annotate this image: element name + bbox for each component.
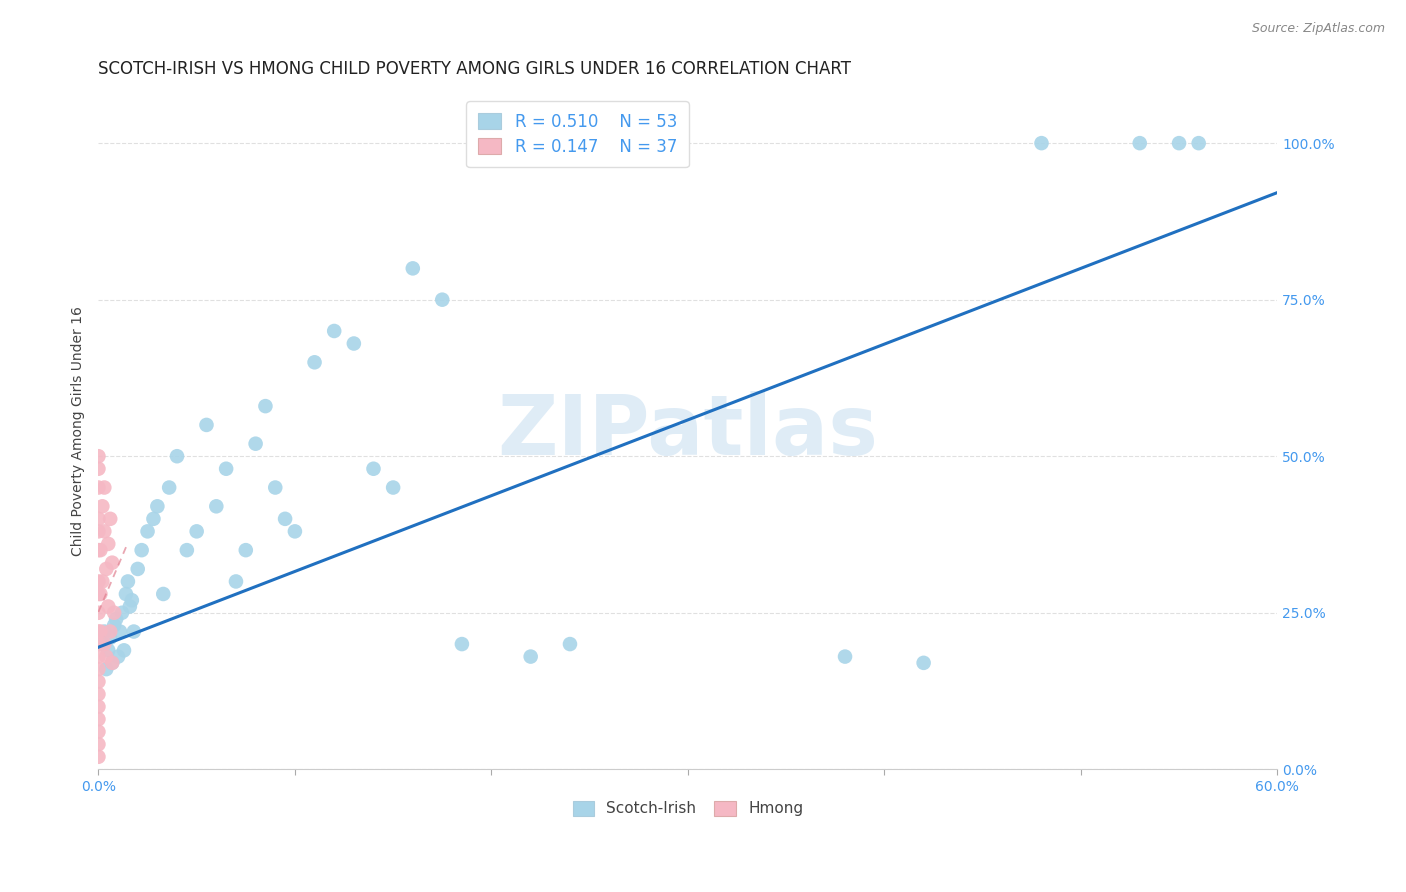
Point	[195, 417, 218, 432]
Y-axis label: Child Poverty Among Girls Under 16: Child Poverty Among Girls Under 16	[72, 306, 86, 556]
Point	[96, 649, 118, 664]
Point	[87, 587, 110, 601]
Point	[402, 261, 425, 276]
Point	[432, 293, 454, 307]
Point	[235, 543, 257, 558]
Point	[519, 649, 541, 664]
Point	[108, 624, 131, 639]
Point	[131, 543, 153, 558]
Point	[382, 481, 405, 495]
Point	[87, 687, 110, 701]
Point	[118, 599, 141, 614]
Point	[101, 656, 124, 670]
Point	[274, 512, 297, 526]
Point	[245, 436, 267, 450]
Point	[451, 637, 474, 651]
Point	[142, 512, 165, 526]
Point	[1031, 136, 1053, 150]
Point	[87, 543, 110, 558]
Point	[93, 481, 115, 495]
Point	[304, 355, 326, 369]
Point	[834, 649, 856, 664]
Point	[157, 481, 180, 495]
Text: ZIPatlas: ZIPatlas	[498, 391, 879, 472]
Point	[87, 481, 110, 495]
Point	[87, 461, 110, 475]
Point	[87, 606, 110, 620]
Point	[122, 624, 145, 639]
Point	[87, 749, 110, 764]
Legend: Scotch-Irish, Hmong: Scotch-Irish, Hmong	[567, 795, 810, 822]
Point	[103, 606, 125, 620]
Point	[87, 737, 110, 751]
Point	[558, 637, 581, 651]
Point	[107, 649, 129, 664]
Point	[254, 399, 277, 413]
Point	[93, 637, 115, 651]
Point	[98, 512, 121, 526]
Point	[101, 556, 124, 570]
Point	[87, 649, 110, 664]
Point	[105, 612, 128, 626]
Point	[127, 562, 149, 576]
Point	[121, 593, 143, 607]
Point	[166, 449, 188, 463]
Point	[97, 599, 120, 614]
Point	[1168, 136, 1191, 150]
Point	[87, 524, 110, 539]
Point	[89, 587, 111, 601]
Point	[91, 574, 114, 589]
Point	[103, 618, 125, 632]
Point	[87, 662, 110, 676]
Point	[117, 574, 139, 589]
Point	[98, 624, 121, 639]
Point	[93, 624, 115, 639]
Point	[89, 543, 111, 558]
Point	[146, 500, 169, 514]
Point	[176, 543, 198, 558]
Point	[87, 674, 110, 689]
Point	[112, 643, 135, 657]
Point	[97, 537, 120, 551]
Point	[87, 712, 110, 726]
Point	[912, 656, 935, 670]
Point	[363, 461, 385, 475]
Point	[87, 449, 110, 463]
Point	[87, 637, 110, 651]
Point	[152, 587, 174, 601]
Point	[87, 512, 110, 526]
Point	[89, 624, 111, 639]
Point	[87, 574, 110, 589]
Point	[91, 637, 114, 651]
Point	[323, 324, 346, 338]
Point	[1129, 136, 1152, 150]
Point	[225, 574, 247, 589]
Point	[87, 624, 110, 639]
Point	[264, 481, 287, 495]
Point	[215, 461, 238, 475]
Text: SCOTCH-IRISH VS HMONG CHILD POVERTY AMONG GIRLS UNDER 16 CORRELATION CHART: SCOTCH-IRISH VS HMONG CHILD POVERTY AMON…	[98, 60, 852, 78]
Point	[96, 662, 118, 676]
Point	[186, 524, 208, 539]
Point	[87, 699, 110, 714]
Point	[343, 336, 366, 351]
Point	[1188, 136, 1211, 150]
Point	[87, 724, 110, 739]
Point	[97, 643, 120, 657]
Point	[111, 606, 134, 620]
Point	[205, 500, 228, 514]
Point	[98, 631, 121, 645]
Text: Source: ZipAtlas.com: Source: ZipAtlas.com	[1251, 22, 1385, 36]
Point	[136, 524, 159, 539]
Point	[93, 524, 115, 539]
Point	[91, 500, 114, 514]
Point	[96, 562, 118, 576]
Point	[115, 587, 138, 601]
Point	[284, 524, 307, 539]
Point	[101, 656, 124, 670]
